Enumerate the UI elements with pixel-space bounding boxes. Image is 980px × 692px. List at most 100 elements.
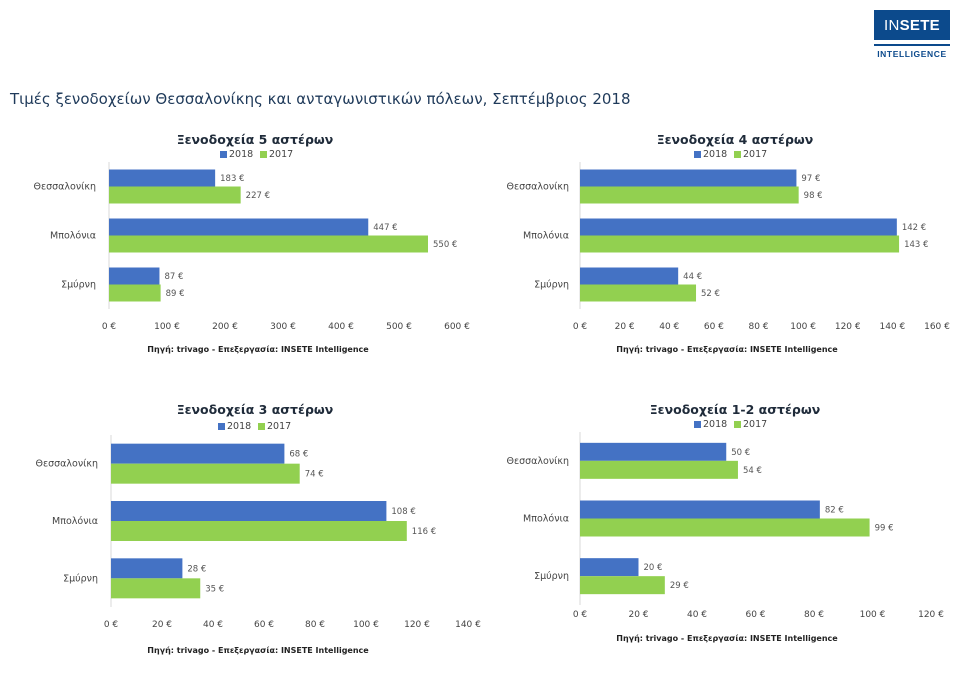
bar-2017 (111, 578, 201, 599)
chart-title: Ξενοδοχεία 5 αστέρων (177, 132, 334, 147)
data-label-2017: 99 € (875, 524, 894, 534)
x-tick-label: 200 € (212, 322, 238, 332)
data-label-2017: 74 € (305, 470, 324, 480)
data-label-2018: 68 € (289, 450, 308, 460)
data-label-2017: 116 € (412, 527, 436, 537)
x-tick-label: 40 € (659, 322, 679, 332)
x-tick-label: 400 € (328, 322, 354, 332)
x-tick-label: 0 € (573, 322, 588, 332)
bar-2018 (111, 443, 285, 464)
logo-divider (874, 44, 950, 46)
data-label-2018: 142 € (902, 223, 926, 233)
page-title: Τιμές ξενοδοχείων Θεσσαλονίκης και ανταγ… (10, 90, 631, 108)
bar-2018 (109, 169, 216, 187)
legend-swatch-2017 (260, 151, 267, 158)
logo-text-bold: SETE (899, 16, 940, 34)
logo-subtitle: INTELLIGENCE (877, 49, 947, 59)
category-label: Σμύρνη (63, 573, 98, 584)
chart-source: Πηγή: trivago - Επεξεργασία: INSETE Inte… (147, 645, 369, 655)
x-tick-label: 80 € (748, 322, 768, 332)
data-label-2017: 227 € (246, 191, 270, 201)
x-tick-label: 20 € (152, 620, 172, 630)
data-label-2017: 550 € (433, 240, 457, 250)
x-tick-label: 100 € (353, 620, 379, 630)
legend-swatch-2018 (694, 151, 701, 158)
legend-label-2018: 2018 (703, 149, 727, 160)
data-label-2017: 29 € (670, 581, 689, 591)
bar-2018 (580, 442, 727, 461)
category-label: Μπολόνια (52, 516, 98, 527)
data-label-2017: 143 € (904, 240, 928, 250)
data-label-2018: 82 € (825, 506, 844, 516)
bar-2017 (109, 235, 428, 253)
chart-3-star: Ξενοδοχεία 3 αστέρων 2018 2017 Θεσσαλονίκη 6… (36, 402, 482, 655)
data-label-2018: 183 € (220, 174, 244, 184)
chart-source: Πηγή: trivago - Επεξεργασία: INSETE Inte… (616, 344, 838, 354)
x-tick-label: 40 € (203, 620, 223, 630)
x-tick-label: 300 € (270, 322, 296, 332)
legend-label-2017: 2017 (743, 419, 767, 430)
legend-swatch-2017 (734, 151, 741, 158)
chart-title: Ξενοδοχεία 4 αστέρων (657, 132, 814, 147)
x-tick-label: 60 € (704, 322, 724, 332)
x-tick-label: 0 € (573, 610, 588, 620)
legend-swatch-2018 (218, 423, 225, 430)
bar-2017 (111, 463, 300, 484)
legend-label-2017: 2017 (269, 149, 293, 160)
bar-2018 (580, 169, 797, 187)
legend-swatch-2017 (258, 423, 265, 430)
data-label-2018: 44 € (683, 272, 702, 282)
bar-2018 (580, 558, 639, 577)
bar-2018 (109, 218, 369, 236)
bar-2017 (580, 284, 697, 302)
data-label-2018: 50 € (731, 448, 750, 458)
x-tick-label: 100 € (790, 322, 816, 332)
data-label-2018: 97 € (801, 174, 820, 184)
legend-swatch-2018 (220, 151, 227, 158)
data-label-2017: 52 € (701, 289, 720, 299)
bar-2018 (109, 267, 160, 285)
bar-2018 (111, 558, 183, 579)
x-tick-label: 140 € (455, 620, 481, 630)
bar-2017 (580, 518, 870, 537)
bar-2017 (580, 235, 900, 253)
bar-2017 (109, 284, 161, 302)
data-label-2018: 108 € (391, 507, 415, 517)
x-tick-label: 120 € (835, 322, 861, 332)
legend-swatch-2017 (734, 421, 741, 428)
data-label-2018: 447 € (373, 223, 397, 233)
x-tick-label: 600 € (444, 322, 470, 332)
bar-2017 (580, 576, 665, 595)
data-label-2018: 87 € (164, 272, 183, 282)
category-label: Μπολόνια (523, 231, 569, 242)
bar-2018 (580, 500, 820, 519)
x-tick-label: 40 € (687, 610, 707, 620)
bar-2018 (580, 218, 897, 236)
data-label-2018: 28 € (187, 564, 206, 574)
x-tick-label: 160 € (924, 322, 950, 332)
data-label-2017: 35 € (205, 584, 224, 594)
x-tick-label: 60 € (254, 620, 274, 630)
x-tick-label: 100 € (860, 610, 886, 620)
x-tick-label: 120 € (918, 610, 944, 620)
bar-2017 (580, 186, 799, 204)
legend-label-2017: 2017 (743, 149, 767, 160)
legend-swatch-2018 (694, 421, 701, 428)
category-label: Σμύρνη (534, 571, 569, 582)
category-label: Μπολόνια (50, 231, 96, 242)
legend-label-2018: 2018 (229, 149, 253, 160)
x-tick-label: 100 € (154, 322, 180, 332)
x-tick-label: 20 € (615, 322, 635, 332)
legend-label-2017: 2017 (267, 421, 291, 432)
category-label: Θεσσαλονίκη (34, 182, 97, 193)
chart-title: Ξενοδοχεία 3 αστέρων (177, 402, 334, 417)
category-label: Θεσσαλονίκη (507, 456, 570, 467)
logo-wordmark: IN SETE (874, 10, 950, 40)
insete-logo: IN SETE INTELLIGENCE (874, 10, 950, 68)
data-label-2017: 54 € (743, 466, 762, 476)
category-label: Θεσσαλονίκη (36, 459, 99, 470)
chart-source: Πηγή: trivago - Επεξεργασία: INSETE Inte… (616, 633, 838, 643)
bar-2017 (111, 521, 407, 541)
bar-2018 (111, 501, 387, 521)
bar-2017 (109, 186, 241, 204)
